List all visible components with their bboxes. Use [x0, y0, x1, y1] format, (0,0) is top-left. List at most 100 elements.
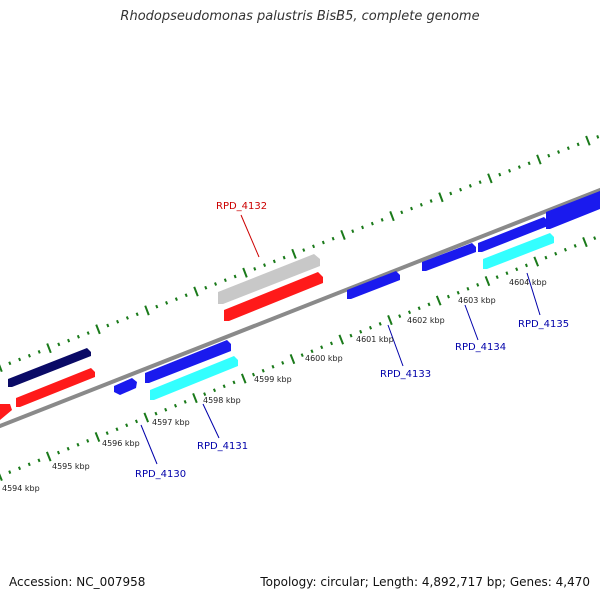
inner-track-minor-tick: [173, 403, 178, 408]
gene-blue-topright-1[interactable]: [478, 217, 548, 252]
inner-track-major-tick: [192, 393, 198, 404]
outer-track-minor-tick: [263, 263, 267, 267]
accession-text: Accession: NC_007958: [9, 575, 146, 589]
outer-track-minor-tick: [253, 267, 257, 271]
inner-track-minor-tick: [115, 427, 119, 432]
gene-label-rpd-4132[interactable]: RPD_4132: [216, 201, 267, 212]
outer-track-major-tick: [291, 248, 297, 259]
kbp-label-4601: 4601 kbp: [356, 335, 394, 344]
inner-track-minor-tick: [466, 286, 470, 291]
inner-track-minor-tick: [554, 251, 558, 256]
inner-track-major-tick: [94, 432, 101, 442]
leader-line-rpd-4133: [387, 324, 404, 367]
inner-track-minor-tick: [524, 263, 528, 268]
inner-track-minor-tick: [105, 431, 109, 435]
inner-tick-track: [0, 236, 597, 481]
inner-track-minor-tick: [183, 400, 187, 404]
outer-track-minor-tick: [76, 334, 80, 339]
inner-track-major-tick: [533, 256, 540, 267]
outer-track-minor-tick: [419, 202, 423, 207]
inner-track-minor-tick: [563, 247, 567, 252]
inner-track-minor-tick: [232, 380, 236, 385]
inner-track-minor-tick: [359, 329, 363, 334]
gene-gray-rpd-4132[interactable]: [218, 254, 320, 304]
outer-track-major-tick: [144, 305, 150, 316]
leader-line-rpd-4130: [140, 424, 158, 465]
outer-track-minor-tick: [135, 312, 139, 317]
inner-track-major-tick: [0, 473, 3, 481]
outer-track-minor-tick: [527, 161, 531, 166]
outer-track-minor-tick: [429, 199, 433, 203]
gene-blue-rpd-4130[interactable]: [114, 378, 137, 395]
inner-track-minor-tick: [76, 442, 80, 447]
outer-track-minor-tick: [302, 248, 306, 252]
leader-line-rpd-4134: [464, 304, 479, 341]
kbp-label-4597: 4597 kbp: [152, 418, 190, 427]
inner-track-minor-tick: [251, 372, 256, 377]
outer-track-minor-tick: [566, 146, 570, 151]
outer-track-major-tick: [242, 267, 248, 278]
inner-track-major-tick: [289, 354, 296, 365]
outer-track-minor-tick: [214, 282, 218, 286]
outer-track-major-tick: [46, 343, 52, 354]
outer-track-minor-tick: [165, 301, 169, 305]
inner-track-minor-tick: [164, 407, 168, 412]
gene-red-edge[interactable]: [0, 404, 12, 420]
genome-summary-text: Topology: circular; Length: 4,892,717 bp…: [260, 575, 590, 589]
gene-label-rpd-4135[interactable]: RPD_4135: [518, 319, 569, 330]
gene-red-left[interactable]: [16, 368, 95, 407]
outer-track-minor-tick: [498, 172, 502, 177]
gene-blue-topright-2[interactable]: [546, 191, 600, 229]
inner-track-major-tick: [45, 451, 52, 462]
gene-cyan-rpd-4135[interactable]: [483, 233, 554, 269]
outer-track-minor-tick: [400, 210, 404, 215]
gene-blue-rpd-4134[interactable]: [422, 243, 476, 271]
gene-navy-left[interactable]: [8, 348, 91, 387]
inner-track-major-tick: [484, 276, 491, 287]
inner-track-minor-tick: [573, 244, 577, 248]
gene-blue-rpd-4131[interactable]: [145, 340, 231, 383]
inner-track-major-tick: [435, 295, 442, 306]
gene-label-rpd-4133[interactable]: RPD_4133: [380, 369, 431, 380]
inner-track-minor-tick: [515, 267, 519, 272]
inner-track-minor-tick: [134, 419, 139, 424]
gene-label-rpd-4134[interactable]: RPD_4134: [455, 342, 506, 353]
outer-track-minor-tick: [576, 142, 580, 147]
inner-track-major-tick: [143, 412, 150, 423]
inner-track-minor-tick: [398, 314, 402, 318]
outer-track-minor-tick: [478, 180, 482, 184]
outer-track-minor-tick: [331, 236, 335, 241]
inner-track-minor-tick: [417, 306, 421, 311]
outer-track-minor-tick: [361, 225, 365, 230]
inner-track-minor-tick: [203, 392, 207, 396]
outer-track-minor-tick: [116, 319, 120, 324]
inner-track-minor-tick: [310, 349, 314, 354]
inner-track-minor-tick: [407, 310, 412, 315]
inner-track-minor-tick: [66, 446, 70, 451]
outer-track-major-tick: [438, 192, 444, 203]
inner-track-minor-tick: [329, 341, 334, 346]
inner-track-minor-tick: [349, 333, 353, 338]
outer-track-minor-tick: [312, 244, 316, 249]
outer-track-minor-tick: [351, 229, 355, 234]
kbp-label-4604: 4604 kbp: [509, 278, 547, 287]
gene-cyan-rpd-4131[interactable]: [150, 356, 238, 400]
leader-line-rpd-4135: [526, 272, 541, 316]
inner-track-minor-tick: [154, 411, 158, 416]
kbp-label-4598: 4598 kbp: [203, 396, 241, 405]
gene-label-rpd-4130[interactable]: RPD_4130: [135, 469, 186, 480]
outer-track-minor-tick: [321, 240, 325, 245]
outer-track-minor-tick: [282, 255, 286, 260]
outer-track-minor-tick: [410, 206, 414, 211]
inner-track-minor-tick: [300, 353, 304, 357]
gene-red-rpd-4132-strand[interactable]: [224, 272, 323, 321]
outer-track-minor-tick: [18, 357, 22, 362]
inner-track-major-tick: [338, 334, 345, 345]
outer-track-minor-tick: [125, 316, 129, 320]
gene-label-rpd-4131[interactable]: RPD_4131: [197, 441, 248, 452]
outer-track-minor-tick: [37, 350, 41, 354]
outer-track-minor-tick: [184, 293, 188, 298]
outer-track-minor-tick: [57, 342, 61, 347]
gene-blue-rpd-4133[interactable]: [347, 271, 400, 299]
inner-track-minor-tick: [86, 439, 90, 443]
